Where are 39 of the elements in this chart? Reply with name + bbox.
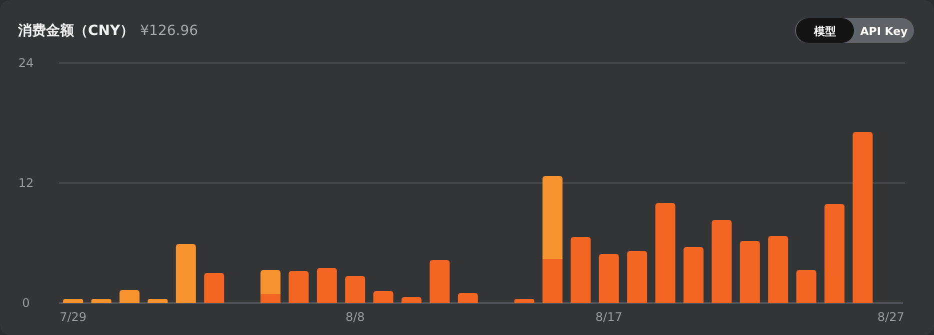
bar <box>514 299 534 303</box>
bar <box>148 299 168 303</box>
y-tick-label: 24 <box>18 56 34 70</box>
bar <box>176 244 196 303</box>
bar <box>768 236 788 303</box>
bar <box>458 293 478 303</box>
bar <box>63 299 84 303</box>
bar <box>627 251 648 303</box>
x-tick-label: 8/27 <box>877 310 904 324</box>
bar <box>542 176 562 259</box>
x-tick-label: 7/29 <box>60 310 87 324</box>
bar <box>542 259 562 303</box>
y-tick-label: 12 <box>18 176 34 190</box>
bar <box>598 254 619 303</box>
bar <box>260 294 280 303</box>
bar <box>260 270 280 294</box>
bar <box>204 273 224 303</box>
bar <box>655 203 676 303</box>
chart-title: 消费金额（CNY） <box>17 22 134 39</box>
bar <box>373 291 394 303</box>
bar <box>740 241 760 303</box>
bar <box>684 247 704 303</box>
x-tick-label: 8/8 <box>345 310 365 324</box>
bar <box>91 299 112 303</box>
bar <box>316 268 337 303</box>
toggle: 模型 API Key <box>795 18 914 43</box>
bar <box>430 260 450 303</box>
bar <box>345 276 366 303</box>
bar <box>796 270 816 303</box>
bar <box>402 297 422 303</box>
bar <box>288 271 309 303</box>
bar <box>852 132 873 303</box>
bar <box>824 204 844 303</box>
y-tick-label: 0 <box>22 296 30 310</box>
bar <box>570 237 591 303</box>
x-tick-label: 8/17 <box>595 310 622 324</box>
bar <box>712 220 732 303</box>
bar <box>120 290 140 303</box>
chart-subtitle: ¥126.96 <box>140 23 198 39</box>
